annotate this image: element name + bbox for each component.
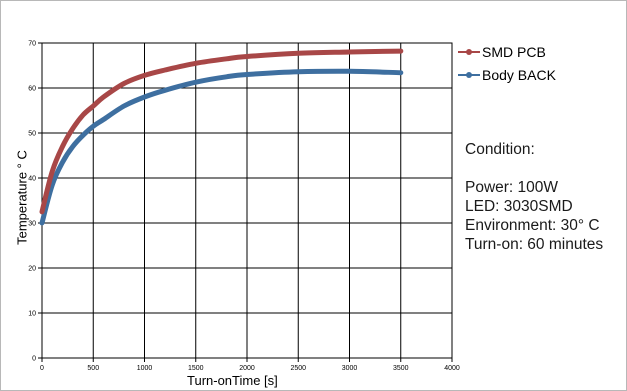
y-tick-label: 40 bbox=[28, 176, 36, 183]
legend-swatch-body-back bbox=[458, 65, 480, 85]
legend-label-body-back: Body BACK bbox=[482, 67, 556, 83]
x-tick-label: 2500 bbox=[290, 365, 306, 372]
conditions-title: Condition: bbox=[465, 141, 535, 158]
y-tick-label: 30 bbox=[28, 221, 36, 228]
chart-grid bbox=[41, 42, 453, 359]
x-tick-label: 2000 bbox=[239, 365, 255, 372]
x-axis-label: Turn-onTime [s] bbox=[187, 373, 278, 388]
x-tick-label: 3500 bbox=[393, 365, 409, 372]
legend-item-body-back: Body BACK bbox=[458, 65, 556, 85]
y-tick-label: 10 bbox=[28, 311, 36, 318]
y-tick-label: 70 bbox=[28, 41, 36, 48]
x-tick-label: 0 bbox=[40, 365, 44, 372]
series-line-body-back bbox=[39, 68, 404, 226]
series-lines bbox=[39, 48, 404, 226]
y-axis-label: Temperature ° C bbox=[14, 150, 30, 245]
x-tick-label: 4000 bbox=[444, 365, 460, 372]
legend-label-smd-pcb: SMD PCB bbox=[482, 44, 546, 60]
x-tick-label: 1500 bbox=[188, 365, 204, 372]
x-tick-label: 1000 bbox=[137, 365, 153, 372]
axis-ticks: 0 500 1000 1500 2000 2500 3000 3500 4000 0 10 20 30 4… bbox=[28, 41, 460, 373]
condition-power: Power: 100W bbox=[465, 179, 559, 196]
x-tick-label: 3000 bbox=[342, 365, 358, 372]
condition-environment: Environment: 30° C bbox=[465, 217, 600, 234]
condition-led: LED: 3030SMD bbox=[465, 198, 573, 215]
y-tick-label: 50 bbox=[28, 131, 36, 138]
y-tick-label: 0 bbox=[32, 356, 36, 363]
x-tick-label: 500 bbox=[87, 365, 99, 372]
series-line-smd-pcb bbox=[39, 48, 404, 215]
conditions-panel: Condition: Power: 100W LED: 3030SMD Envi… bbox=[465, 140, 603, 254]
y-tick-label: 60 bbox=[28, 86, 36, 93]
legend-item-smd-pcb: SMD PCB bbox=[458, 42, 546, 62]
condition-turn-on: Turn-on: 60 minutes bbox=[465, 236, 604, 253]
legend-swatch-smd-pcb bbox=[458, 42, 480, 62]
y-tick-label: 20 bbox=[28, 266, 36, 273]
